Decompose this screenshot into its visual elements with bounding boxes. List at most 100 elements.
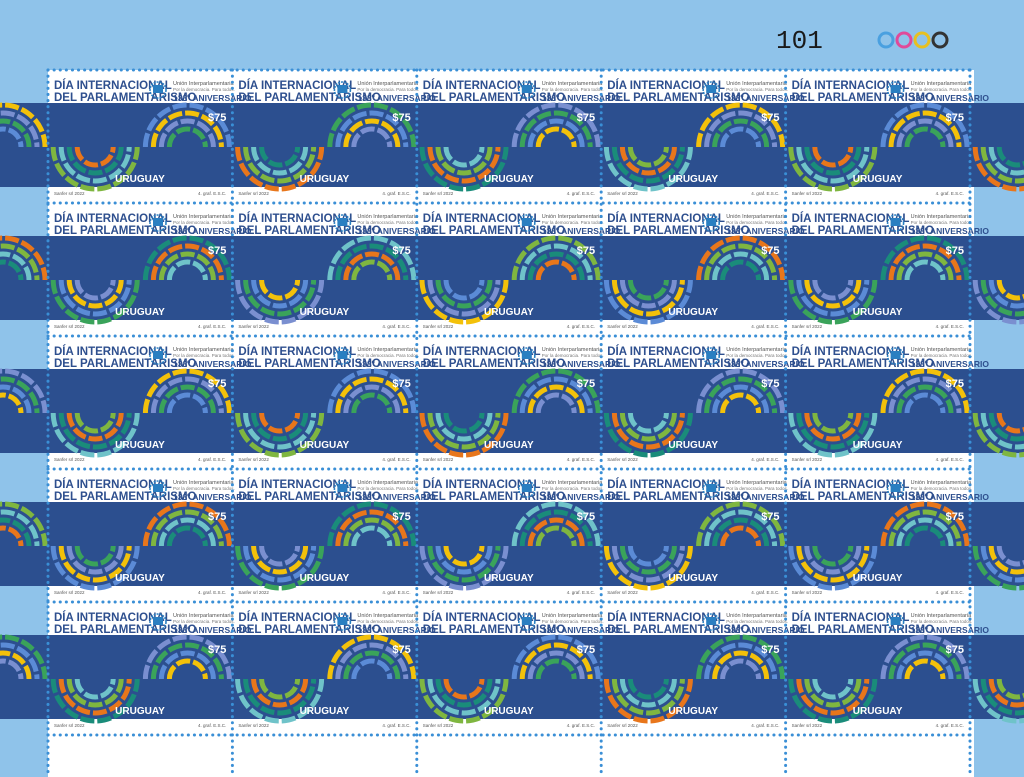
parliament-arc <box>696 235 786 281</box>
parliament-arc <box>627 279 669 301</box>
stamp-printer: 4. graf. E.S.C. <box>198 590 226 595</box>
stamp-org-line2: Por la democracia. Para todos. <box>357 486 419 491</box>
stamp-value: $75 <box>577 511 595 523</box>
stamp-org-line1: Unión Interparlamentaria <box>173 347 234 353</box>
ipu-logo-building <box>337 85 348 93</box>
parliament-arc <box>804 279 862 309</box>
parliament-arc <box>704 376 778 414</box>
ipu-logo-ring <box>333 347 352 365</box>
stamp-anniversary: 133º ANIVERSARIO <box>542 226 621 236</box>
stamp-anniversary: 133º ANIVERSARIO <box>173 93 252 103</box>
parliament-arc <box>166 525 208 547</box>
parliament-arc <box>327 501 417 547</box>
ipu-logo-ring <box>149 347 167 365</box>
parliament-arc <box>519 509 593 547</box>
stamp-title-line1: DÍA INTERNACIONAL <box>238 79 356 92</box>
parliament-arc <box>142 501 232 547</box>
parliament-arc <box>351 392 393 414</box>
stamp-designer: Sanfer srl 2022 <box>607 590 638 595</box>
stamp-country: URUGUAY <box>668 307 718 318</box>
parliament-arc <box>351 126 393 148</box>
stamp-title-line2: DEL PARLAMENTARISMO <box>238 491 381 503</box>
parliament-arc <box>58 545 132 583</box>
ipu-logo-ring <box>702 480 721 498</box>
parliament-arc <box>603 412 693 458</box>
parliament-arc <box>996 545 1024 567</box>
stamp-printer: 4. graf. E.S.C. <box>936 191 964 196</box>
stamp-title-line2: DEL PARLAMENTARISMO <box>607 225 750 237</box>
parliament-arc <box>435 279 493 309</box>
parliament-arc <box>788 412 878 458</box>
parliament-arc <box>519 376 593 414</box>
stamp-org-line2: Por la democracia. Para todos. <box>357 619 419 624</box>
parliament-arc <box>327 235 417 281</box>
parliament-arc <box>150 376 224 414</box>
parliament-arc <box>619 146 677 176</box>
parliament-arc <box>166 392 208 414</box>
ipu-logo-ring <box>333 480 352 498</box>
stamp-designer: Sanfer srl 2022 <box>423 324 454 329</box>
stamp-org-line1: Unión Interparlamentaria <box>911 81 972 87</box>
stamp-country: URUGUAY <box>668 706 718 717</box>
parliament-arc <box>351 658 393 680</box>
parliament-arc <box>158 251 216 281</box>
ipu-logo-icon <box>886 613 905 631</box>
parliament-arc <box>535 126 577 148</box>
parliament-arc <box>535 658 577 680</box>
parliament-arc <box>142 634 232 680</box>
ipu-logo-icon <box>886 347 905 365</box>
ipu-logo-icon <box>517 613 536 631</box>
parliament-arc <box>158 517 216 547</box>
parliament-arc <box>0 259 24 281</box>
stamp-designer: Sanfer srl 2022 <box>54 191 85 196</box>
stamp-country: URUGUAY <box>484 573 534 584</box>
parliament-arc <box>980 412 1024 450</box>
stamp-printer: 4. graf. E.S.C. <box>936 324 964 329</box>
parliament-arc <box>0 243 40 281</box>
parliament-arc <box>796 412 870 450</box>
parliament-arc <box>0 384 32 414</box>
parliament-arc <box>527 251 585 281</box>
parliament-arc <box>896 384 954 414</box>
parliament-arc <box>74 146 116 168</box>
stamp-anniversary: 133º ANIVERSARIO <box>542 625 621 635</box>
perforations <box>46 68 976 777</box>
parliament-arc <box>988 412 1024 442</box>
arc-wave <box>0 102 1024 192</box>
ipu-logo-building <box>521 351 532 359</box>
stamp-country: URUGUAY <box>300 307 350 318</box>
stamp-country: URUGUAY <box>115 573 165 584</box>
stamp-value: $75 <box>392 245 410 257</box>
parliament-arc <box>427 412 501 450</box>
parliament-arc <box>343 517 401 547</box>
stamp-org-line1: Unión Interparlamentaria <box>726 81 787 87</box>
stamp-country: URUGUAY <box>300 440 350 451</box>
stamp-org-line1: Unión Interparlamentaria <box>726 214 787 220</box>
stamp-org-line1: Unión Interparlamentaria <box>911 613 972 619</box>
arc-wave <box>0 235 1024 325</box>
stamp-title-line2: DEL PARLAMENTARISMO <box>607 491 750 503</box>
parliament-arc <box>74 545 116 567</box>
stamp-org-line1: Unión Interparlamentaria <box>726 613 787 619</box>
stamp-designer: Sanfer srl 2022 <box>54 723 85 728</box>
ipu-logo-icon <box>517 347 536 365</box>
stamp-designer: Sanfer srl 2022 <box>792 590 823 595</box>
parliament-arc <box>235 146 325 192</box>
stamp-printer: 4. graf. E.S.C. <box>751 590 779 595</box>
parliament-arc <box>142 235 232 281</box>
stamp-org-line2: Por la democracia. Para todos. <box>357 220 419 225</box>
parliament-arc <box>812 146 854 168</box>
parliament-arc <box>243 678 317 716</box>
ipu-logo-icon <box>702 613 721 631</box>
stamp-designer: Sanfer srl 2022 <box>238 324 269 329</box>
ipu-logo-icon <box>886 81 905 99</box>
stamp-title-line2: DEL PARLAMENTARISMO <box>792 491 935 503</box>
ipu-logo-building <box>153 617 163 625</box>
parliament-arc <box>788 279 878 325</box>
stamp-country: URUGUAY <box>853 174 903 185</box>
parliament-arc <box>0 509 40 547</box>
